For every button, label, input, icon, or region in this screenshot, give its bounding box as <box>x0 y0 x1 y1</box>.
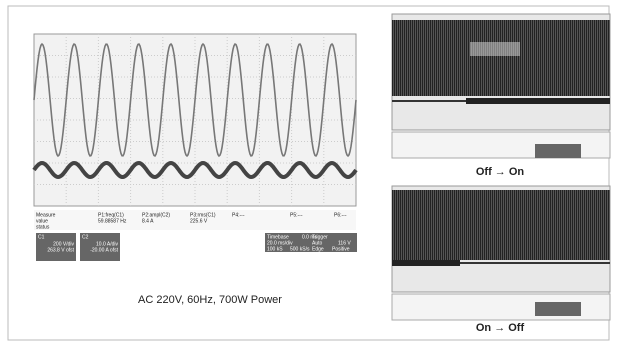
trigger-slope: Positive <box>332 246 350 252</box>
capture-box <box>535 144 581 158</box>
timebase-samples: 100 kS <box>267 246 283 252</box>
measure-header: P4:--- <box>232 212 245 218</box>
capture-label: Off → On <box>476 166 525 178</box>
measure-value: 59.88587 Hz <box>98 218 127 224</box>
caption: AC 220V, 60Hz, 700W Power <box>138 294 282 306</box>
channel-name: C1 <box>38 234 45 240</box>
page: MeasureP1:freq(C1)P2:ampl(C2)P3:rms(C1)P… <box>0 0 617 346</box>
measure-value: 8.4 A <box>142 218 154 224</box>
capture-band <box>392 190 610 260</box>
measure-value: 225.6 V <box>190 218 208 224</box>
measure-header: P5:--- <box>290 212 303 218</box>
capture-band <box>392 20 610 96</box>
status-label: status <box>36 224 50 230</box>
trigger-type: Edge <box>312 246 324 252</box>
timebase-rate: 500 kS/s <box>290 246 310 252</box>
slide: MeasureP1:freq(C1)P2:ampl(C2)P3:rms(C1)P… <box>0 0 617 346</box>
capture-label: On → Off <box>476 322 525 334</box>
channel-offset: 263.8 V ofst <box>47 247 74 253</box>
channel-offset: -20.00 A ofst <box>90 247 118 253</box>
capture-gap <box>470 42 520 56</box>
channel-name: C2 <box>82 234 89 240</box>
capture-box <box>535 302 581 316</box>
measure-header: P6:--- <box>334 212 347 218</box>
